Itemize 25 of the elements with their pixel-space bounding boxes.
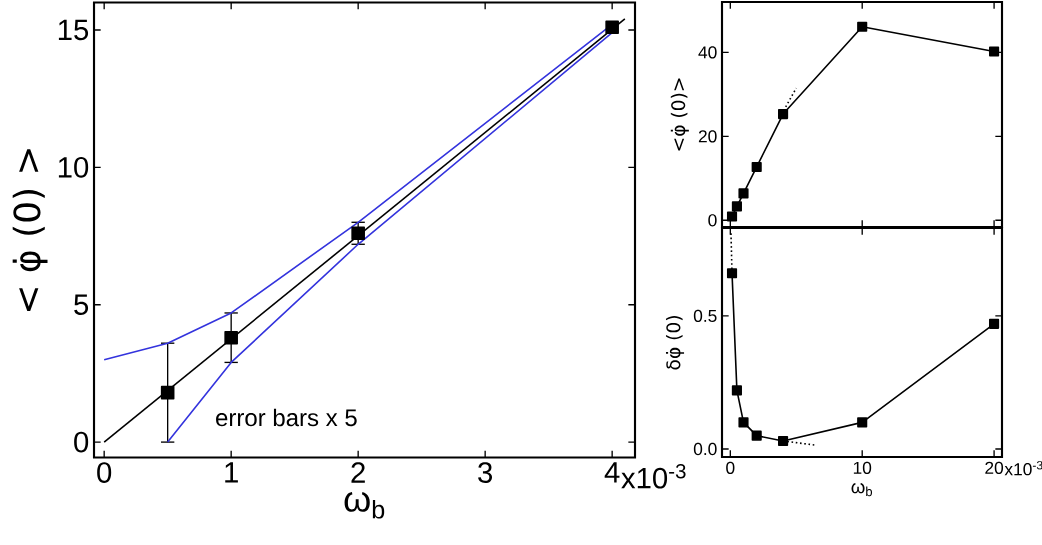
x-tick-label: 20 bbox=[985, 461, 1004, 474]
x-tick-label: 3 bbox=[478, 462, 493, 483]
x-tick-label: 4 bbox=[604, 462, 620, 483]
y-tick-label: 0.0 bbox=[693, 442, 717, 456]
y-axis-title: <φ̇ (0)> bbox=[670, 78, 689, 151]
y-tick-label: 10 bbox=[58, 156, 89, 178]
y-tick-label: 0 bbox=[74, 431, 89, 453]
y-axis-title: < φ̇ (0) > bbox=[12, 149, 48, 311]
y-tick-label: 40 bbox=[698, 46, 717, 59]
y-tick-label: 5 bbox=[74, 294, 89, 315]
x-tick-label: 1 bbox=[225, 462, 238, 483]
y-tick-label: 0 bbox=[708, 214, 717, 227]
annotation: error bars x 5 bbox=[216, 408, 357, 427]
x-tick-label: 0 bbox=[726, 461, 735, 474]
x-tick-label: 2 bbox=[351, 462, 365, 483]
y-axis-title: δφ̇ (0) bbox=[665, 316, 685, 370]
x-tick-label: 0 bbox=[97, 462, 112, 483]
x-tick-label: 10 bbox=[853, 461, 872, 474]
y-tick-label: 0.5 bbox=[693, 309, 717, 322]
y-tick-label: 15 bbox=[58, 19, 89, 41]
y-tick-label: 20 bbox=[698, 130, 717, 143]
text: x10$^{-3}$ bbox=[621, 463, 686, 489]
x-axis-title: ω$_{b}$ bbox=[851, 483, 873, 497]
text: x10$^{-3}$ bbox=[1004, 460, 1042, 476]
x-axis-title: ω$_{b}$ bbox=[344, 492, 385, 519]
